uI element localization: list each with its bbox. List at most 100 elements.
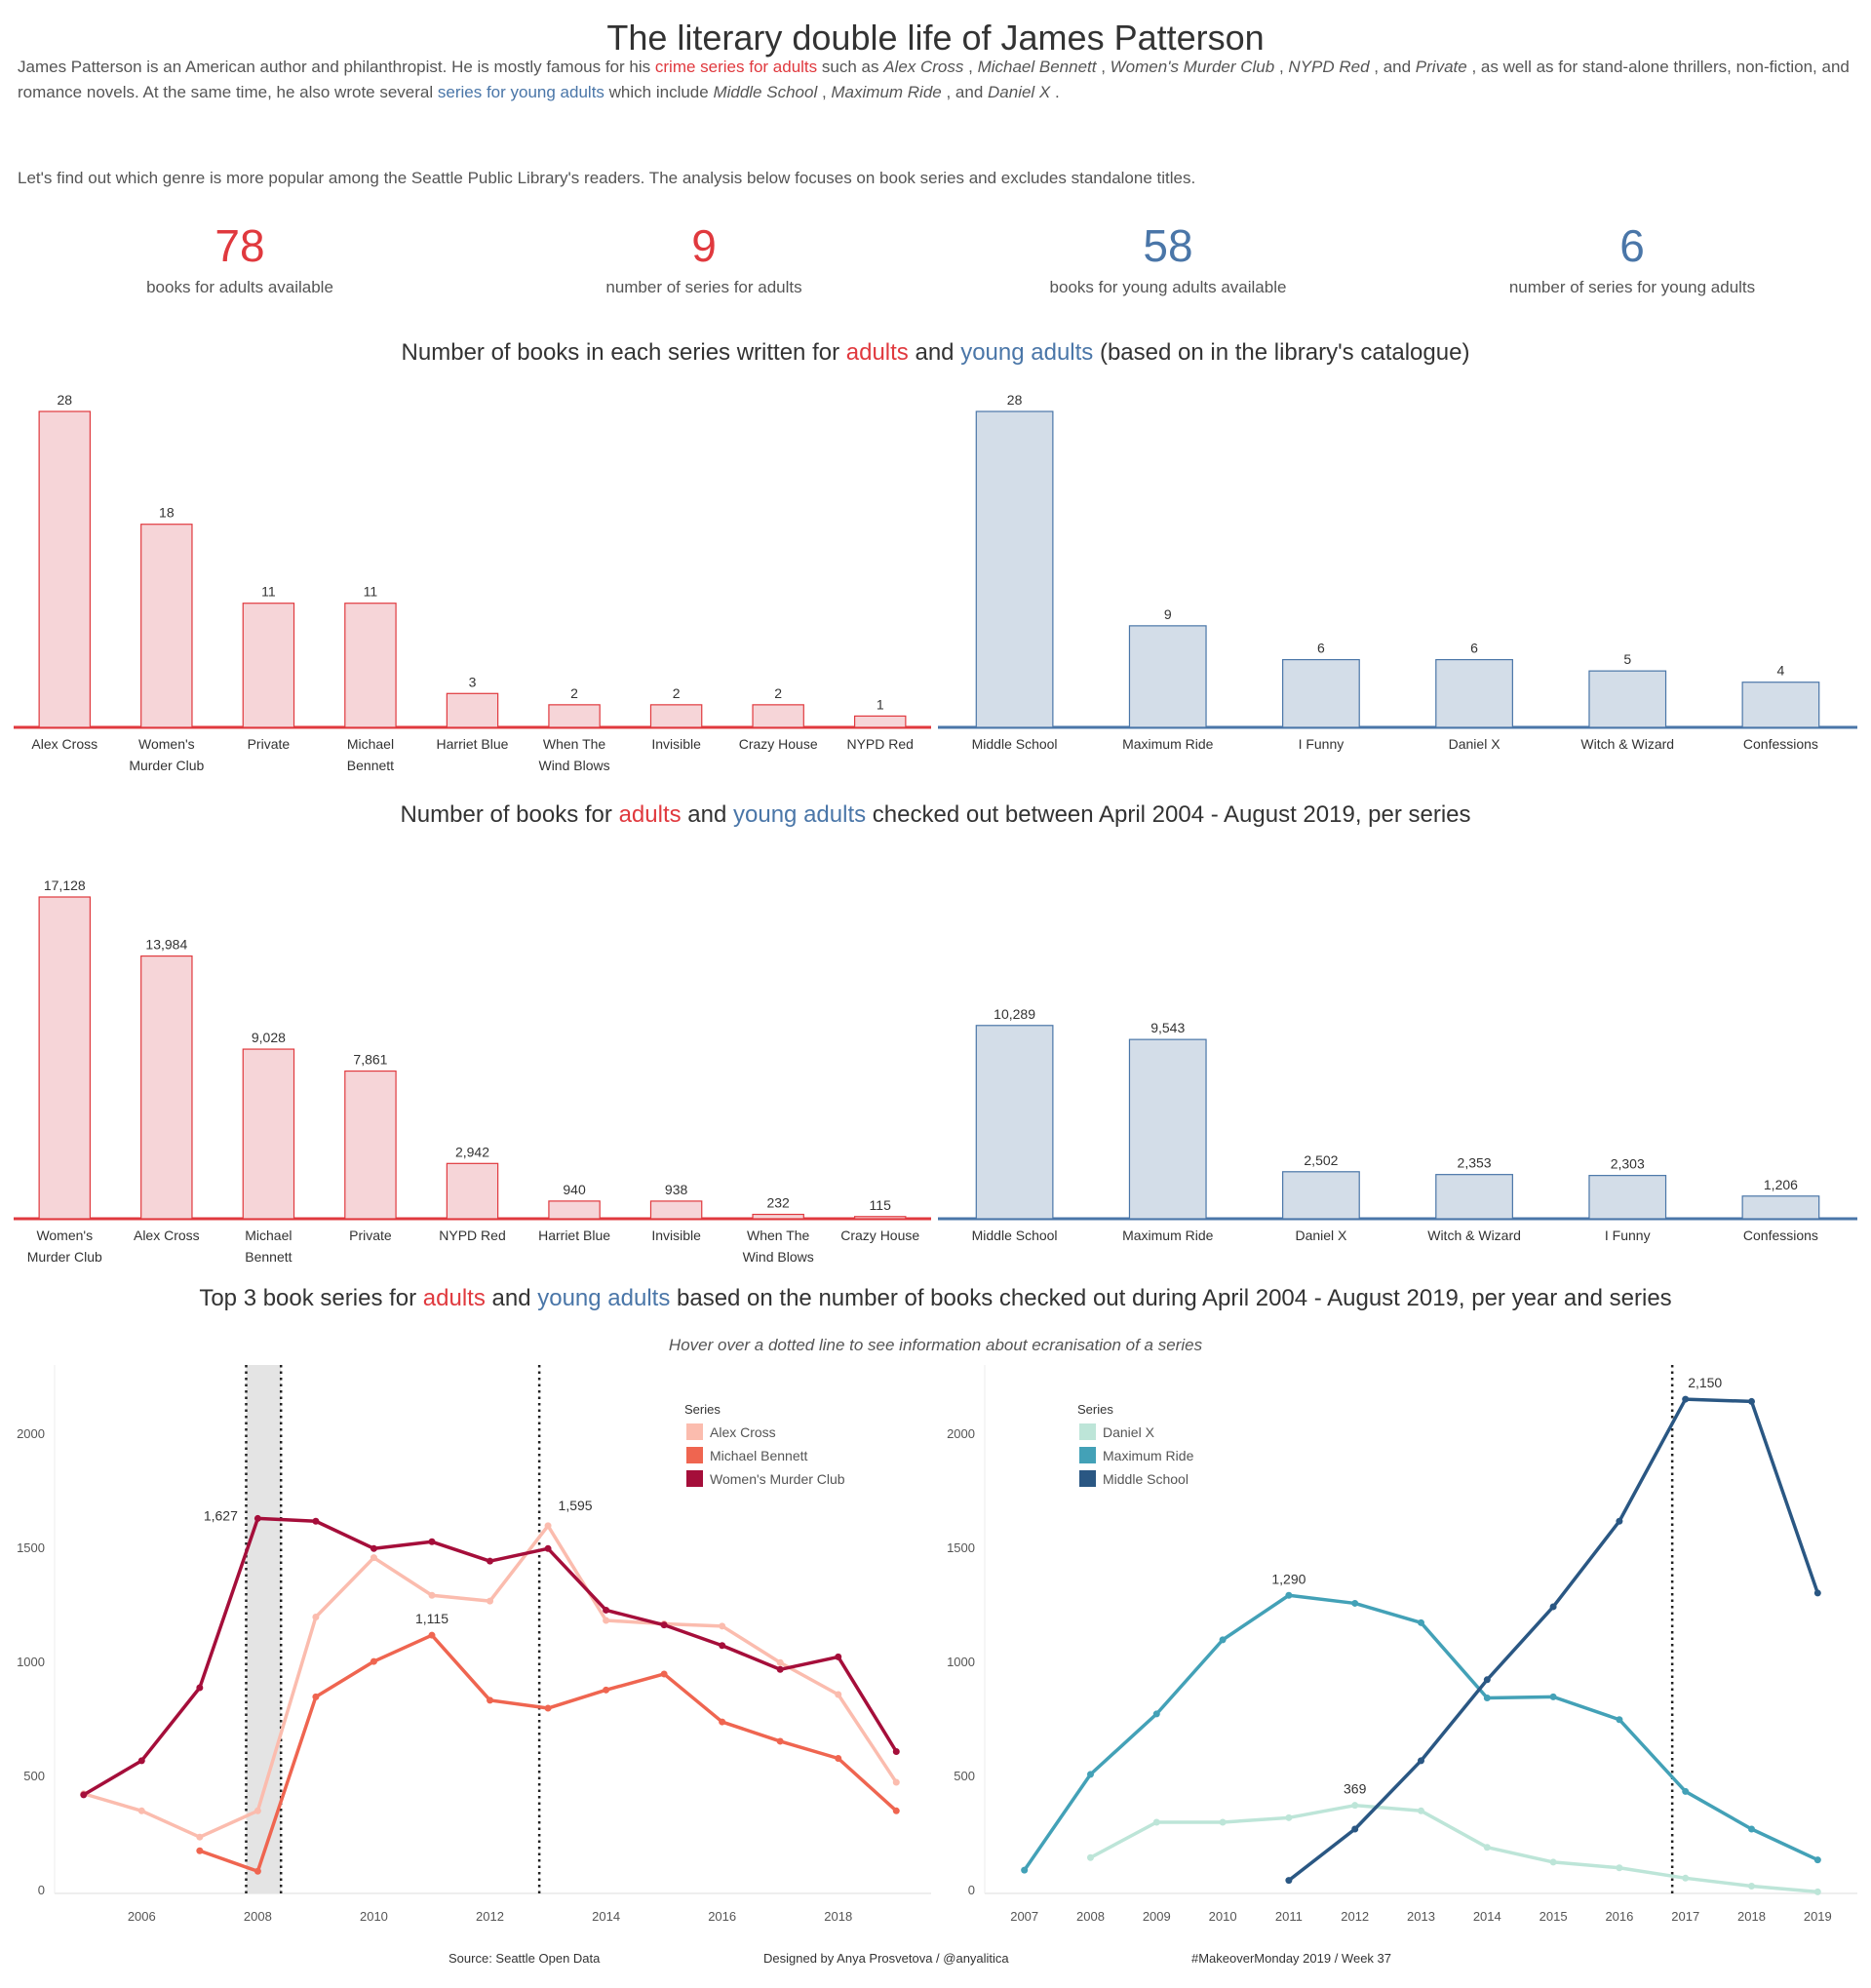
data-point	[1351, 1802, 1359, 1810]
legend-title: Series	[684, 1402, 721, 1417]
data-point	[603, 1686, 610, 1694]
data-point	[137, 1757, 145, 1765]
legend-entry: Alex Cross	[710, 1424, 776, 1440]
bar-value-label: 6	[1470, 641, 1478, 656]
bar-value-label: 9,028	[252, 1030, 286, 1045]
category-label: Michael	[245, 1228, 292, 1243]
data-point	[1285, 1813, 1293, 1821]
data-point	[1616, 1716, 1623, 1724]
series-name: NYPD Red	[1288, 58, 1370, 76]
series-line	[1089, 1803, 1818, 1894]
legend-title: Series	[1077, 1402, 1113, 1417]
data-point	[1549, 1603, 1557, 1611]
bar	[548, 1200, 601, 1220]
data-point	[428, 1538, 436, 1545]
data-point	[1748, 1882, 1756, 1890]
category-label: Bennett	[347, 758, 394, 773]
checkouts-bar-charts: 17,128 Women's Murder Club 13,984 Alex Cross…	[14, 877, 1857, 1265]
x-tick-label: 2006	[128, 1909, 156, 1924]
data-point	[1813, 1856, 1821, 1864]
x-tick-label: 2019	[1804, 1909, 1832, 1924]
legend-swatch	[686, 1470, 703, 1487]
bar	[649, 704, 703, 728]
books-bar-charts: 28 Alex Cross 18 Women's Murder Club 11 Privat…	[14, 392, 1857, 773]
series-name: Maximum Ride	[831, 83, 942, 101]
category-label: Witch & Wizard	[1580, 736, 1674, 752]
bar-value-label: 3	[469, 674, 477, 689]
section-title-books: Number of books in each series written f…	[0, 339, 1871, 367]
annotation-label: 2,150	[1688, 1375, 1722, 1390]
series-name: Michael Bennett	[977, 58, 1097, 76]
x-tick-label: 2016	[1605, 1909, 1633, 1924]
ya-series-highlight: series for young adults	[437, 83, 604, 101]
ya-word: young adults	[960, 339, 1094, 366]
bar-value-label: 938	[665, 1182, 688, 1197]
bar	[446, 1162, 499, 1220]
data-point	[1351, 1599, 1359, 1607]
bar	[975, 1025, 1054, 1220]
title-text: based on the number of books checked out…	[670, 1285, 1672, 1311]
kpi-adult-series: 9 number of series for adults	[509, 219, 899, 297]
legend-entry: Michael Bennett	[710, 1448, 808, 1463]
bar-value-label: 2,502	[1304, 1152, 1338, 1168]
category-label: Murder Club	[27, 1249, 102, 1265]
data-point	[1682, 1787, 1690, 1795]
y-tick-label: 500	[23, 1769, 45, 1783]
data-point	[1616, 1517, 1623, 1525]
data-point	[660, 1621, 668, 1629]
data-point	[487, 1696, 494, 1704]
intro-paragraph-2: Let's find out which genre is more popul…	[18, 169, 1196, 187]
bar-value-label: 11	[364, 584, 378, 600]
category-label: Confessions	[1743, 1228, 1818, 1243]
category-label: Middle School	[972, 736, 1058, 752]
bar	[446, 692, 499, 728]
bar-value-label: 17,128	[44, 877, 86, 893]
series-name: Women's Murder Club	[1110, 58, 1275, 76]
category-label: Witch & Wizard	[1427, 1228, 1521, 1243]
data-point	[660, 1670, 668, 1678]
title-text: checked out between April 2004 - August …	[866, 801, 1471, 828]
legend-entry: Women's Murder Club	[710, 1471, 845, 1487]
data-point	[312, 1693, 320, 1700]
bar-value-label: 1,206	[1764, 1177, 1798, 1192]
series-name: Private	[1415, 58, 1467, 76]
x-tick-label: 2013	[1407, 1909, 1435, 1924]
books-adults-chart: 28 Alex Cross 18 Women's Murder Club 11 Privat…	[14, 392, 931, 773]
bar	[1128, 1038, 1207, 1220]
category-label: When The	[543, 736, 606, 752]
x-tick-label: 2015	[1540, 1909, 1568, 1924]
bar-value-label: 2,303	[1611, 1156, 1645, 1172]
data-point	[719, 1718, 726, 1726]
category-label: Wind Blows	[538, 758, 609, 773]
data-point	[487, 1597, 494, 1605]
bar	[344, 1070, 397, 1220]
bar	[38, 410, 92, 728]
category-label: I Funny	[1605, 1228, 1651, 1243]
bar	[649, 1200, 703, 1220]
category-label: Murder Club	[129, 758, 204, 773]
bar	[853, 1216, 907, 1220]
data-point	[776, 1737, 784, 1745]
data-point	[487, 1557, 494, 1565]
bar	[1128, 625, 1207, 728]
bar	[1588, 670, 1667, 728]
adults-word: adults	[422, 1285, 486, 1311]
legend-entry: Maximum Ride	[1103, 1448, 1194, 1463]
intro-paragraph: James Patterson is an American author an…	[18, 58, 1850, 101]
data-point	[312, 1517, 320, 1525]
kpi-label: books for adults available	[146, 278, 333, 296]
bar-value-label: 9,543	[1150, 1020, 1185, 1035]
y-tick-label: 0	[38, 1883, 45, 1897]
title-text: (based on in the library's catalogue)	[1093, 339, 1470, 366]
data-point	[719, 1642, 726, 1650]
title-text: Number of books in each series written f…	[401, 339, 846, 366]
legend-swatch	[686, 1447, 703, 1463]
page-title: The literary double life of James Patter…	[606, 18, 1265, 58]
data-point	[1021, 1866, 1029, 1874]
annotation-label: 1,290	[1271, 1571, 1306, 1586]
category-label: Daniel X	[1449, 736, 1501, 752]
category-label: Alex Cross	[134, 1228, 200, 1243]
bar	[1282, 1171, 1360, 1220]
series-name: Daniel X	[988, 83, 1051, 101]
bar-value-label: 1	[877, 696, 884, 712]
